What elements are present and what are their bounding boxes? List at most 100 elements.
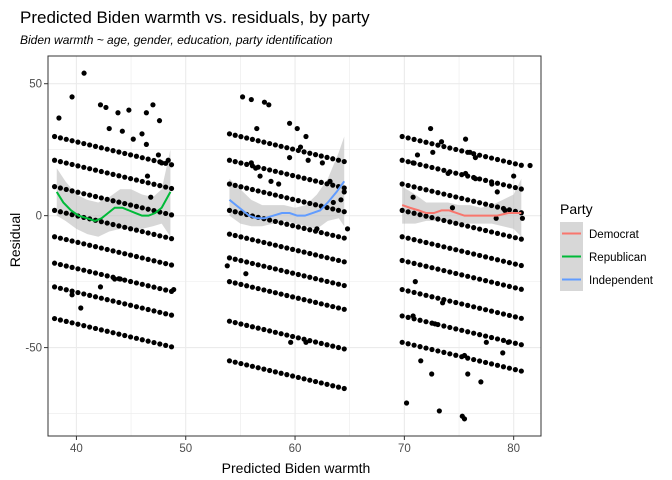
data-point: [411, 342, 417, 348]
data-point: [459, 222, 465, 228]
data-point: [327, 178, 333, 184]
data-point: [116, 223, 122, 229]
data-point: [224, 263, 230, 269]
data-point: [477, 305, 483, 311]
data-point: [261, 287, 267, 293]
data-point: [63, 136, 69, 142]
data-point: [110, 221, 116, 228]
data-point: [441, 143, 447, 150]
data-point: [98, 219, 104, 225]
data-point: [249, 324, 256, 330]
data-point: [341, 346, 347, 352]
data-point: [284, 171, 290, 177]
data-point: [69, 161, 75, 168]
data-point: [471, 225, 477, 231]
data-point: [243, 271, 249, 277]
data-point: [104, 170, 110, 176]
data-point: [405, 314, 411, 320]
data-point: [335, 344, 342, 351]
data-point: [145, 306, 151, 313]
data-point: [232, 319, 238, 326]
data-point: [267, 367, 273, 374]
data-point: [116, 199, 122, 205]
data-point: [411, 289, 417, 296]
data-point: [405, 209, 411, 215]
data-point: [157, 285, 163, 292]
data-point: [249, 260, 256, 267]
data-point: [459, 301, 465, 307]
data-point: [307, 250, 313, 257]
data-point: [418, 358, 424, 364]
data-point: [261, 366, 267, 372]
data-point: [63, 318, 69, 324]
data-point: [295, 248, 301, 254]
data-point: [312, 299, 319, 306]
data-point: [289, 223, 296, 229]
data-point: [414, 152, 421, 158]
data-point: [447, 192, 453, 199]
data-point: [423, 239, 429, 246]
data-point: [81, 267, 87, 273]
data-point: [482, 359, 489, 366]
data-point: [272, 142, 278, 148]
data-point: [435, 216, 441, 222]
data-point: [527, 162, 533, 169]
data-point: [63, 186, 69, 193]
data-point: [226, 181, 233, 187]
data-point: [423, 319, 429, 325]
data-point: [267, 140, 273, 147]
data-point: [312, 202, 319, 208]
data-point: [238, 234, 244, 240]
data-point: [51, 184, 58, 190]
data-point: [429, 241, 435, 247]
data-point: [488, 279, 495, 285]
data-point: [500, 282, 507, 288]
data-point: [459, 195, 465, 201]
legend: Party Democrat Republican Independent: [560, 201, 654, 291]
data-point: [127, 226, 134, 232]
data-point: [494, 156, 501, 163]
data-point: [276, 181, 282, 187]
data-point: [312, 252, 319, 258]
data-point: [453, 326, 459, 332]
data-point: [244, 135, 250, 141]
data-point: [477, 276, 483, 282]
data-point: [518, 236, 524, 242]
data-point: [301, 376, 307, 382]
x-axis: 40 50 60 70 80: [70, 436, 520, 455]
data-point: [435, 190, 441, 196]
data-point: [268, 178, 274, 184]
data-point: [429, 164, 435, 171]
data-point: [453, 146, 459, 153]
data-point: [104, 220, 110, 226]
data-point: [232, 159, 238, 165]
data-point: [249, 186, 256, 193]
data-point: [267, 167, 273, 173]
data-point: [324, 278, 330, 285]
data-point: [278, 243, 284, 250]
data-point: [305, 157, 311, 163]
data-point: [341, 189, 347, 195]
data-point: [255, 138, 261, 144]
data-point: [330, 232, 336, 238]
data-point: [81, 291, 87, 297]
data-point: [399, 313, 405, 319]
data-point: [289, 333, 296, 340]
data-point: [226, 255, 233, 261]
data-point: [459, 248, 465, 254]
data-point: [423, 263, 429, 269]
data-point: [145, 256, 151, 262]
data-point: [453, 270, 459, 277]
data-point: [238, 210, 244, 216]
data-point: [289, 246, 296, 252]
data-point: [494, 280, 501, 287]
data-point: [477, 152, 483, 158]
data-point: [417, 262, 423, 268]
data-point: [489, 181, 495, 187]
x-tick-label: 60: [289, 443, 302, 455]
data-point: [494, 230, 501, 236]
data-point: [139, 178, 145, 185]
data-point: [441, 349, 447, 355]
data-point: [307, 274, 313, 280]
data-point: [116, 299, 122, 306]
